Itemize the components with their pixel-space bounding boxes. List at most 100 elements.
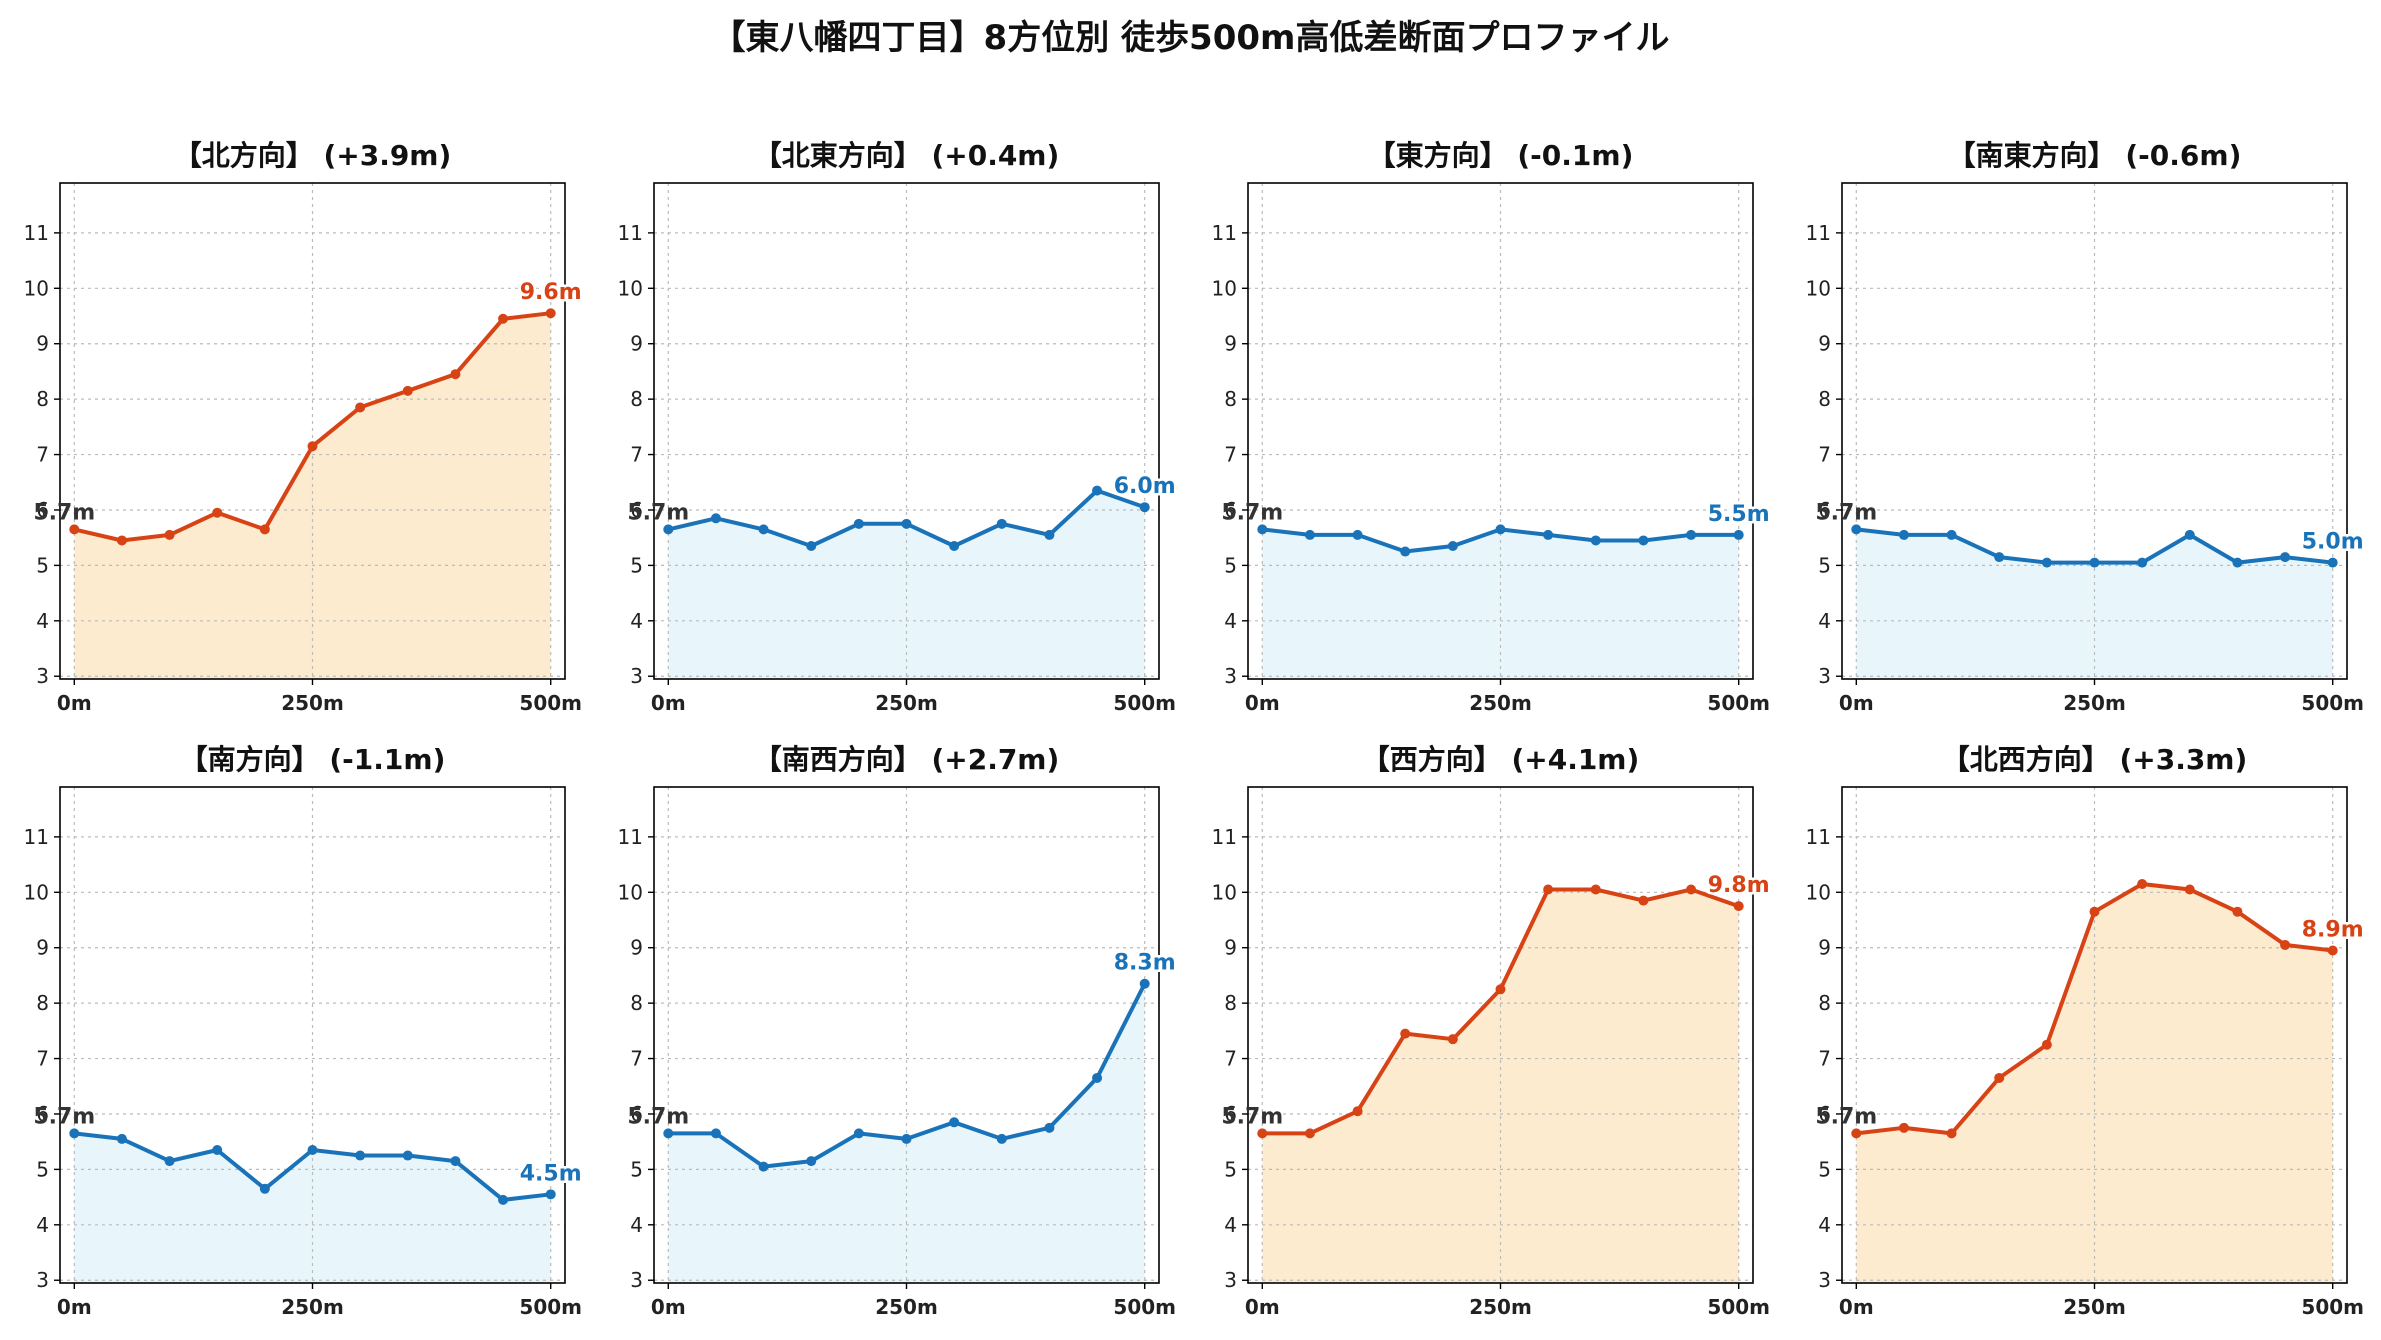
start-value-label: 5.7m xyxy=(1221,1104,1283,1129)
data-point xyxy=(307,1144,318,1155)
data-point xyxy=(164,529,175,540)
y-tick-label: 3 xyxy=(1818,664,1831,688)
panel-title: 【北方向】 (+3.9m) xyxy=(174,139,452,172)
chart-panel-7: 【北西方向】 (+3.3m) 3 4 5 6 7 8 9 10 11 0m 250m 500m 5.7m 8… xyxy=(1806,743,2367,1319)
panel-title: 【西方向】 (+4.1m) xyxy=(1362,743,1640,776)
y-tick-label: 3 xyxy=(630,664,643,688)
chart-panel-2: 【東方向】 (-0.1m) 3 4 5 6 7 8 9 10 11 0m 250m 500m 5.7m 5.… xyxy=(1212,139,1773,715)
data-point xyxy=(2184,529,2195,540)
y-tick-label: 7 xyxy=(36,1047,49,1071)
y-tick-label: 11 xyxy=(618,221,643,245)
data-point xyxy=(996,518,1007,529)
data-point xyxy=(259,524,270,535)
y-tick-label: 10 xyxy=(1212,276,1237,300)
chart-panel-4: 【南方向】 (-1.1m) 3 4 5 6 7 8 9 10 11 0m 250m 500m 5.7m 4.… xyxy=(24,743,585,1319)
data-point xyxy=(307,441,318,452)
data-point xyxy=(355,1150,366,1161)
x-tick-label: 250m xyxy=(1469,691,1532,715)
y-tick-label: 8 xyxy=(1818,991,1831,1015)
data-point xyxy=(1686,529,1697,540)
data-point xyxy=(1304,529,1315,540)
data-point xyxy=(1851,524,1862,535)
y-tick-label: 4 xyxy=(1818,609,1831,633)
x-tick-label: 0m xyxy=(57,691,92,715)
data-point xyxy=(2089,906,2100,917)
y-tick-label: 6 xyxy=(1224,498,1237,522)
end-value-label: 4.5m xyxy=(520,1161,582,1186)
end-value-label: 5.5m xyxy=(1708,502,1770,527)
x-tick-label: 250m xyxy=(875,691,938,715)
y-tick-label: 8 xyxy=(1818,387,1831,411)
x-tick-label: 0m xyxy=(1245,691,1280,715)
data-point xyxy=(1352,1106,1363,1117)
data-point xyxy=(1257,524,1268,535)
data-point xyxy=(355,402,366,413)
data-point xyxy=(116,535,127,546)
data-point xyxy=(1495,984,1506,995)
x-tick-label: 250m xyxy=(281,691,344,715)
start-value-label: 5.7m xyxy=(627,500,689,525)
y-tick-label: 6 xyxy=(36,1102,49,1126)
page-title: 【東八幡四丁目】8方位別 徒歩500m高低差断面プロファイル xyxy=(711,18,1670,58)
y-tick-label: 5 xyxy=(1224,553,1237,577)
panel-title: 【東方向】 (-0.1m) xyxy=(1368,139,1634,172)
x-tick-label: 250m xyxy=(2063,1295,2126,1319)
x-tick-label: 0m xyxy=(1839,691,1874,715)
data-point xyxy=(1946,529,1957,540)
y-tick-label: 9 xyxy=(630,936,643,960)
y-tick-label: 11 xyxy=(1212,221,1237,245)
start-value-label: 5.7m xyxy=(627,1104,689,1129)
area-fill xyxy=(74,313,551,679)
data-point xyxy=(2184,884,2195,895)
data-point xyxy=(1851,1128,1862,1139)
data-point xyxy=(2137,557,2148,568)
panel-title: 【南西方向】 (+2.7m) xyxy=(754,743,1060,776)
data-point xyxy=(901,1133,912,1144)
data-point xyxy=(1400,1028,1411,1039)
end-value-label: 6.0m xyxy=(1114,474,1176,499)
data-point xyxy=(1946,1128,1957,1139)
data-point xyxy=(1495,524,1506,535)
y-tick-label: 9 xyxy=(1818,332,1831,356)
y-tick-label: 9 xyxy=(36,332,49,356)
y-tick-label: 3 xyxy=(36,664,49,688)
data-point xyxy=(758,524,769,535)
y-tick-label: 4 xyxy=(36,1213,49,1237)
data-point xyxy=(1590,535,1601,546)
data-point xyxy=(2089,557,2100,568)
end-value-label: 9.8m xyxy=(1708,873,1770,898)
y-tick-label: 10 xyxy=(24,880,49,904)
y-tick-label: 7 xyxy=(1818,1047,1831,1071)
y-tick-label: 5 xyxy=(1818,553,1831,577)
y-tick-label: 8 xyxy=(1224,387,1237,411)
y-tick-label: 3 xyxy=(630,1268,643,1292)
y-tick-label: 7 xyxy=(630,443,643,467)
x-tick-label: 500m xyxy=(1707,1295,1770,1319)
x-tick-label: 500m xyxy=(519,1295,582,1319)
data-point xyxy=(164,1156,175,1167)
y-tick-label: 8 xyxy=(36,991,49,1015)
area-fill xyxy=(668,983,1145,1283)
data-point xyxy=(1044,529,1055,540)
x-tick-label: 500m xyxy=(1113,691,1176,715)
y-tick-label: 11 xyxy=(618,825,643,849)
data-point xyxy=(1543,884,1554,895)
y-tick-label: 9 xyxy=(1224,936,1237,960)
x-tick-label: 500m xyxy=(1113,1295,1176,1319)
data-point xyxy=(450,369,461,380)
data-point xyxy=(402,1150,413,1161)
data-point xyxy=(949,1117,960,1128)
end-value-label: 9.6m xyxy=(520,280,582,305)
y-tick-label: 8 xyxy=(1224,991,1237,1015)
data-point xyxy=(663,1128,674,1139)
panel-title: 【南東方向】 (-0.6m) xyxy=(1948,139,2242,172)
end-value-label: 8.3m xyxy=(1114,951,1176,976)
data-point xyxy=(2041,557,2052,568)
data-point xyxy=(1304,1128,1315,1139)
y-tick-label: 7 xyxy=(630,1047,643,1071)
y-tick-label: 5 xyxy=(630,1157,643,1181)
y-tick-label: 5 xyxy=(36,553,49,577)
y-tick-label: 6 xyxy=(36,498,49,522)
y-tick-label: 3 xyxy=(36,1268,49,1292)
